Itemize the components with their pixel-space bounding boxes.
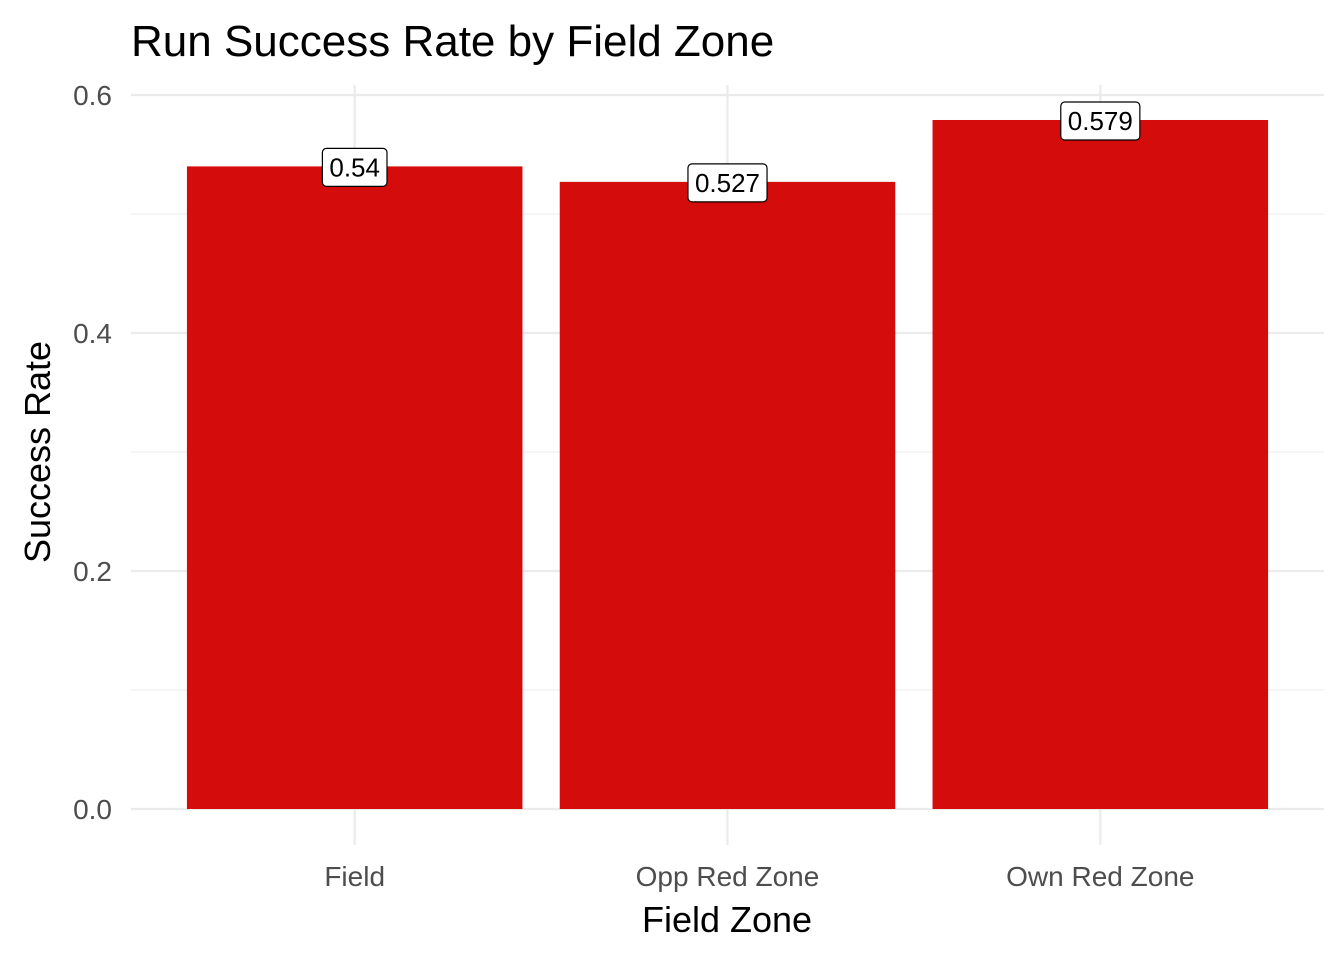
y-axis-title: Success Rate — [17, 341, 58, 563]
y-tick-label: 0.4 — [73, 318, 112, 349]
x-tick-label: Field — [324, 861, 385, 892]
x-axis-title: Field Zone — [642, 899, 812, 940]
bar — [932, 119, 1269, 810]
data-label: 0.579 — [1060, 101, 1141, 141]
bar — [559, 181, 896, 809]
data-label-box — [1060, 101, 1141, 141]
bar — [186, 166, 523, 809]
y-tick-label: 0.6 — [73, 80, 112, 111]
data-label: 0.54 — [321, 147, 388, 187]
data-label-text: 0.54 — [329, 152, 380, 182]
data-label-text: 0.579 — [1068, 106, 1133, 136]
data-label: 0.527 — [687, 163, 768, 203]
y-axis-ticks: 0.0 0.2 0.4 0.6 — [73, 80, 112, 825]
y-tick-label: 0.2 — [73, 556, 112, 587]
data-label-box — [321, 147, 388, 187]
data-label-box — [687, 163, 768, 203]
y-tick-label: 0.0 — [73, 794, 112, 825]
x-tick-label: Opp Red Zone — [636, 861, 820, 892]
data-label-text: 0.527 — [695, 168, 760, 198]
data-labels: 0.54 0.527 0.579 — [321, 101, 1141, 203]
chart-title: Run Success Rate by Field Zone — [131, 17, 774, 66]
x-tick-label: Own Red Zone — [1006, 861, 1194, 892]
bars — [186, 119, 1269, 810]
x-axis-ticks: Field Opp Red Zone Own Red Zone — [324, 861, 1194, 892]
